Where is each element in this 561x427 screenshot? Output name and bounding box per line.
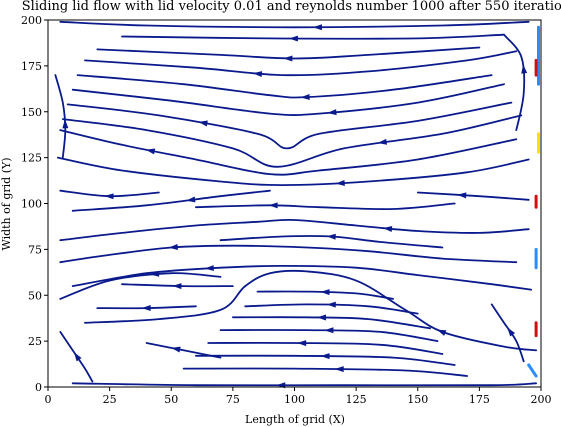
x-tick-label: 125 — [346, 393, 367, 406]
streamline — [182, 367, 468, 377]
streamline — [59, 244, 518, 264]
streamline — [232, 316, 431, 330]
y-tick-label: 150 — [21, 106, 42, 119]
x-tick-label: 100 — [284, 393, 305, 406]
streamline-arrow — [457, 192, 467, 199]
streamline — [207, 341, 444, 355]
streamline-arrow — [326, 233, 336, 240]
streamline — [71, 264, 532, 291]
streamline-arrow — [382, 226, 393, 232]
streamline-arrow — [507, 327, 516, 337]
streamline-arrow — [204, 265, 214, 272]
y-tick-label: 50 — [28, 289, 42, 302]
streamline-arrow — [186, 196, 196, 203]
streamline — [84, 269, 537, 352]
streamline-arrow — [150, 270, 160, 277]
streamline — [71, 382, 537, 387]
x-tick-label: 200 — [531, 393, 552, 406]
streamline — [219, 329, 439, 342]
streamline — [84, 50, 518, 77]
y-tick-label: 25 — [28, 335, 42, 348]
streamline-arrow — [283, 55, 293, 62]
streamline — [59, 272, 222, 300]
colored-streamline — [527, 363, 538, 378]
x-tick-label: 150 — [407, 393, 428, 406]
streamline-arrow — [141, 305, 151, 312]
streamline-arrow — [436, 329, 447, 336]
streamline-arrow — [74, 352, 82, 362]
streamline — [256, 290, 394, 300]
y-tick-label: 0 — [35, 381, 42, 394]
streamline-arrow — [377, 138, 388, 145]
streamline-arrow — [145, 148, 156, 155]
streamline-arrow — [171, 346, 181, 353]
streamline — [195, 354, 456, 366]
streamline — [490, 303, 525, 363]
streamline — [66, 101, 513, 150]
streamline-arrow — [327, 109, 337, 116]
streamline — [195, 202, 456, 211]
streamline — [96, 46, 481, 60]
y-tick-label: 200 — [21, 14, 42, 27]
y-tick-label: 175 — [21, 60, 42, 73]
streamline — [59, 129, 518, 176]
y-tick-label: 125 — [21, 152, 42, 165]
streamline — [121, 283, 234, 288]
x-tick-label: 0 — [45, 393, 52, 406]
streamline — [59, 218, 530, 242]
streamline-arrow — [268, 202, 278, 209]
streamline — [121, 33, 505, 40]
streamline — [54, 74, 67, 159]
x-tick-label: 75 — [226, 393, 240, 406]
streamline — [61, 114, 523, 168]
y-tick-label: 75 — [28, 243, 42, 256]
streamline-arrow — [320, 353, 330, 360]
x-tick-label: 50 — [164, 393, 178, 406]
x-tick-label: 175 — [469, 393, 490, 406]
streamline-arrow — [326, 301, 336, 308]
y-axis: 0 25 50 75 100 125 150 175 200 — [21, 14, 48, 394]
streamline-arrow — [316, 314, 327, 321]
streamline — [71, 83, 505, 116]
streamline — [503, 33, 526, 131]
streamline-arrow — [300, 93, 310, 100]
streamline-arrow — [335, 180, 345, 186]
streamline — [71, 189, 271, 212]
x-axis-label: Length of grid (X) — [245, 413, 345, 426]
streamline-arrow — [62, 119, 69, 129]
plot-area — [54, 20, 540, 389]
streamline-arrow — [297, 340, 307, 347]
streamline-arrow — [168, 244, 178, 251]
streamline-arrow — [198, 120, 208, 127]
streamline-arrow — [288, 35, 298, 42]
chart-title: Sliding lid flow with lid velocity 0.01 … — [22, 0, 561, 14]
streamline-arrow — [172, 283, 182, 290]
streamline — [57, 156, 530, 187]
streamline — [76, 74, 493, 99]
streamline — [59, 20, 530, 29]
streamline-arrow — [312, 24, 322, 31]
streamline — [244, 303, 419, 315]
y-axis-label: Width of grid (Y) — [0, 157, 13, 250]
streamline-arrow — [324, 327, 334, 334]
x-axis: 0 25 50 75 100 125 150 175 200 — [45, 387, 552, 406]
streamline-arrow — [104, 193, 114, 200]
streamline-arrow — [320, 289, 330, 296]
streamline — [59, 331, 94, 383]
streamline-arrow — [521, 64, 528, 74]
y-tick-label: 100 — [21, 198, 42, 211]
streamline — [416, 191, 530, 201]
streamline-arrow — [334, 366, 344, 373]
streamline-arrow — [252, 71, 263, 78]
x-tick-label: 25 — [103, 393, 117, 406]
